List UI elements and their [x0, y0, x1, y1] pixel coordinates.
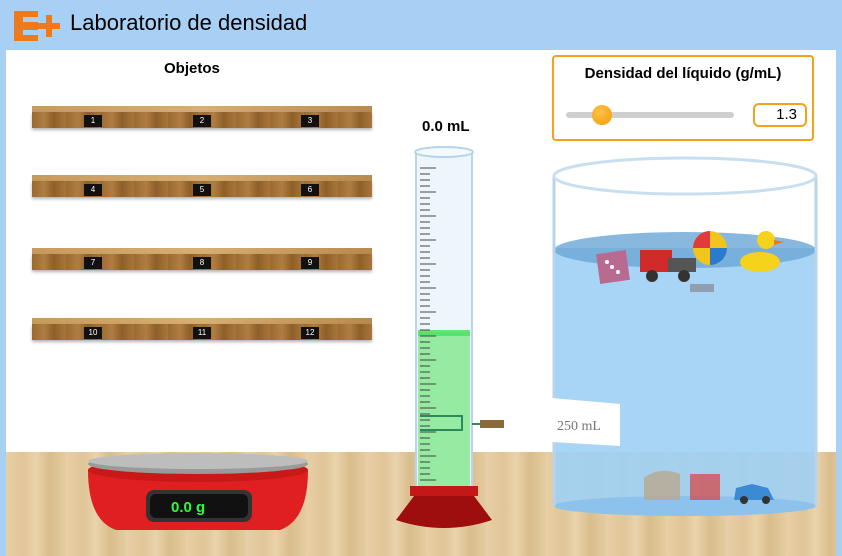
- shelf-1: 1 2 3: [32, 106, 372, 128]
- sunken-train[interactable]: [690, 474, 720, 500]
- density-slider-track[interactable]: [566, 112, 734, 118]
- object-slot[interactable]: 10: [84, 327, 102, 339]
- object-slot[interactable]: 2: [193, 115, 211, 127]
- sunken-car[interactable]: [734, 484, 774, 504]
- sunken-colosseum[interactable]: [644, 470, 680, 500]
- graduated-cylinder[interactable]: [396, 146, 504, 528]
- floating-dice[interactable]: [596, 250, 630, 284]
- object-slot[interactable]: 11: [193, 327, 211, 339]
- shelf-4: 10 11 12: [32, 318, 372, 340]
- object-slot[interactable]: 12: [301, 327, 319, 339]
- cylinder-liquid: [418, 332, 470, 488]
- floating-rod[interactable]: [690, 284, 714, 292]
- scale-mass-display: 0.0 g: [171, 499, 206, 516]
- density-panel: Densidad del líquido (g/mL) 1.3: [552, 55, 814, 141]
- object-slot[interactable]: 5: [193, 184, 211, 196]
- object-slot[interactable]: 3: [301, 115, 319, 127]
- workspace-frame: [0, 50, 842, 556]
- objects-title: Objetos: [164, 60, 220, 77]
- cylinder-volume-label: 0.0 mL: [422, 118, 470, 135]
- density-title: Densidad del líquido (g/mL): [584, 65, 782, 82]
- app-title: Laboratorio de densidad: [70, 10, 308, 35]
- beaker[interactable]: 250 mL: [552, 156, 818, 516]
- density-value-input[interactable]: 1.3: [753, 103, 807, 127]
- object-slot[interactable]: 7: [84, 257, 102, 269]
- object-slot[interactable]: 4: [84, 184, 102, 196]
- floating-duck[interactable]: [740, 231, 784, 272]
- beaker-label-tag: [552, 398, 620, 446]
- shelf-2: 4 5 6: [32, 175, 372, 197]
- object-slot[interactable]: 8: [193, 257, 211, 269]
- shelf-3: 7 8 9: [32, 248, 372, 270]
- object-slot[interactable]: 1: [84, 115, 102, 127]
- beaker-liquid: [554, 248, 816, 506]
- cylinder-spout: [480, 420, 504, 428]
- density-slider-thumb[interactable]: [592, 105, 613, 125]
- title-bar: Laboratorio de densidad: [0, 0, 842, 50]
- e-plus-logo: [14, 11, 60, 41]
- object-slot[interactable]: 9: [301, 257, 319, 269]
- scale[interactable]: [88, 453, 308, 530]
- floating-ball[interactable]: [693, 231, 727, 265]
- object-slot[interactable]: 6: [301, 184, 319, 196]
- beaker-label: 250 mL: [557, 419, 601, 434]
- floating-truck[interactable]: [640, 250, 696, 282]
